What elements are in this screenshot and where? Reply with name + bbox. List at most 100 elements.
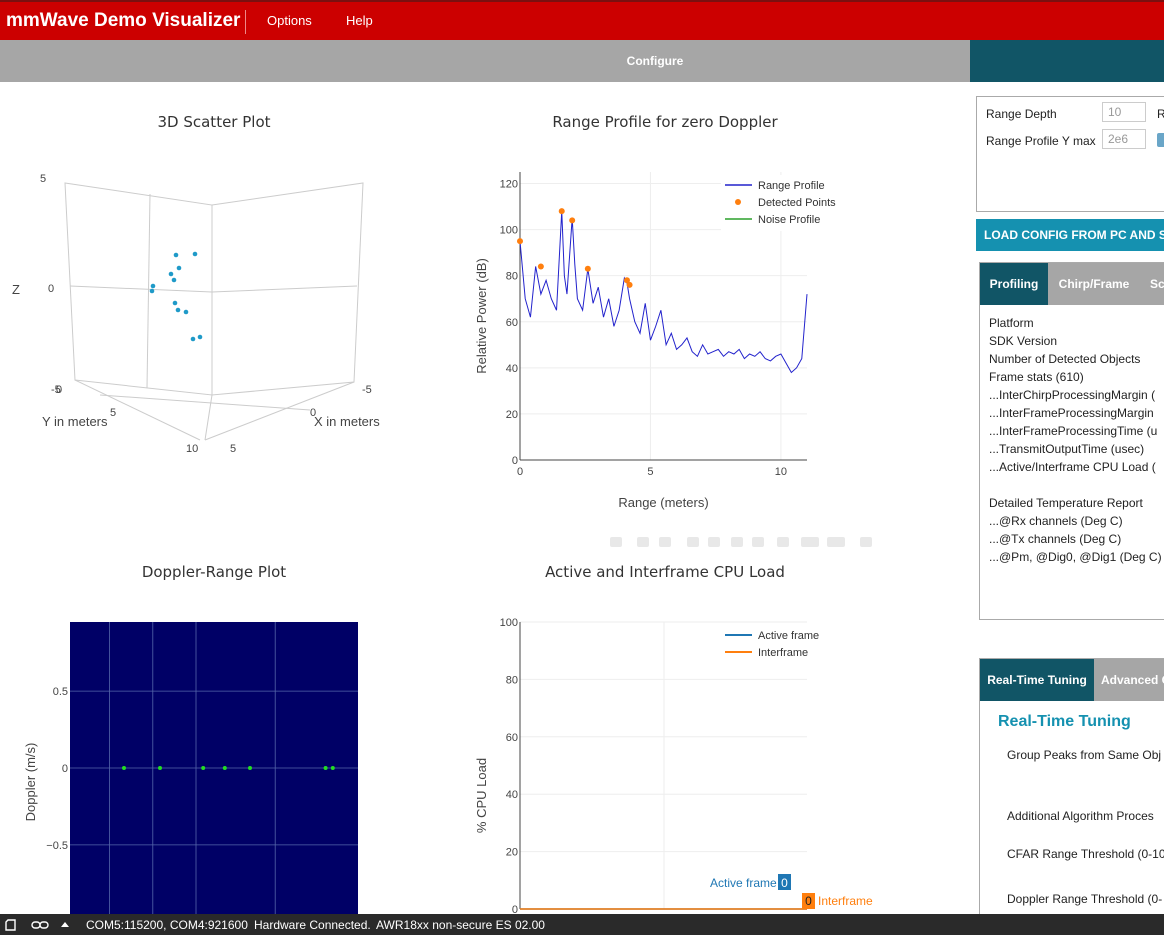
scatter-point [172, 300, 178, 306]
range-ymax-label: Range Profile Y max [986, 134, 1096, 148]
legend-noise-label: Noise Profile [758, 214, 820, 226]
tab-configure[interactable]: Configure [626, 54, 684, 68]
y-tick-label: 40 [506, 789, 518, 801]
x-tick-label: 10 [775, 466, 787, 478]
plot-modebar [605, 534, 880, 552]
y-tick-label: 20 [506, 409, 518, 421]
profiling-list: Platform SDK Version Number of Detected … [989, 314, 1162, 566]
profiling-row: Frame stats (610) [989, 370, 1084, 384]
status-bar: COM5:115200, COM4:921600 Hardware Connec… [0, 914, 1164, 935]
status-device: AWR18xx non-secure ES 02.00 [376, 918, 545, 932]
camera-icon[interactable] [610, 537, 622, 547]
scatter-point [197, 334, 203, 340]
doppler-point [222, 766, 227, 770]
range-ymax-input[interactable]: 2e6 [1102, 129, 1146, 149]
scatter-y-tick-10: 10 [186, 443, 198, 455]
tuning-item-doppler-range[interactable]: Doppler Range Threshold (0- [1007, 892, 1163, 906]
detected-point [517, 238, 523, 245]
app-title: mmWave Demo Visualizer [6, 10, 241, 31]
legend-active-label: Active frame [758, 630, 819, 642]
scatter-3d-plot[interactable]: 5 0 Z -5 0 5 10 Y in meters 5 -5 0 X in … [0, 140, 420, 470]
y-tick-label: 0.5 [53, 686, 68, 698]
detected-point [584, 265, 591, 272]
menu-help[interactable]: Help [346, 13, 373, 28]
zoom-icon[interactable] [637, 537, 649, 547]
tab-real-time-tuning[interactable]: Real-Time Tuning [980, 659, 1094, 701]
tab-chirp-frame[interactable]: Chirp/Frame [1048, 263, 1140, 305]
detected-point [623, 277, 630, 284]
doppler-point [323, 766, 328, 770]
ymax-checkbox[interactable] [1157, 133, 1164, 147]
profiling-row: Platform [989, 316, 1034, 330]
home-icon[interactable] [752, 537, 764, 547]
hover-compare-icon[interactable] [827, 537, 845, 547]
profiling-row [989, 476, 1162, 494]
scatter-point [150, 283, 156, 289]
profiling-row: ...@Tx channels (Deg C) [989, 532, 1122, 546]
scatter-point [192, 251, 198, 257]
scatter-x-tick-0: 0 [310, 407, 316, 419]
scatter-z-label: Z [12, 282, 20, 297]
scatter-point [175, 307, 181, 313]
tab-advanced[interactable]: Advanced C [1094, 659, 1164, 701]
tuning-item-group-peaks[interactable]: Group Peaks from Same Obj [1007, 748, 1162, 762]
link-icon[interactable] [31, 920, 49, 930]
chevron-up-icon[interactable] [60, 921, 70, 928]
plotly-logo-icon[interactable] [860, 537, 872, 547]
scatter-point [173, 252, 179, 258]
zoom-in-icon[interactable] [687, 537, 699, 547]
y-tick-label: 0 [62, 763, 68, 775]
tuning-panel: Real-Time Tuning Advanced C Real-Time Tu… [979, 658, 1164, 928]
tuning-item-additional[interactable]: Additional Algorithm Proces [1007, 809, 1154, 823]
active-hover-badge [778, 874, 791, 890]
y-tick-label: 100 [500, 617, 518, 629]
y-tick-label: 40 [506, 363, 518, 375]
profiling-row: ...TransmitOutputTime (usec) [989, 442, 1145, 456]
tab-scene[interactable]: Sc [1140, 263, 1164, 305]
tab-plots-active[interactable] [970, 40, 1164, 82]
tuning-item-cfar-range[interactable]: CFAR Range Threshold (0-10 [1007, 847, 1164, 861]
scatter-z-tick-0: 0 [48, 283, 54, 295]
zoom-out-icon[interactable] [708, 537, 720, 547]
load-config-button[interactable]: LOAD CONFIG FROM PC AND SEND [976, 219, 1164, 251]
tuning-heading: Real-Time Tuning [998, 713, 1131, 730]
legend-detected-label: Detected Points [758, 197, 836, 209]
range-x-label: Range (meters) [618, 495, 708, 510]
spike-icon[interactable] [777, 537, 789, 547]
y-tick-label: 0 [512, 904, 518, 916]
menu-options[interactable]: Options [267, 13, 312, 28]
scatter-point [168, 271, 174, 277]
range-depth-input[interactable]: 10 [1102, 102, 1146, 122]
pan-icon[interactable] [659, 537, 671, 547]
profiling-row: ...@Pm, @Dig0, @Dig1 (Deg C) [989, 550, 1162, 564]
scatter-point [183, 309, 189, 315]
profiling-row: ...Active/Interframe CPU Load ( [989, 460, 1156, 474]
scatter-plot-title: 3D Scatter Plot [157, 113, 271, 131]
top-menu-bar: mmWave Demo Visualizer Options Help [0, 0, 1164, 40]
doppler-point [248, 766, 252, 770]
scatter-point [190, 336, 196, 342]
range-y-label: Relative Power (dB) [474, 258, 489, 374]
cpu-y-label: % CPU Load [474, 758, 489, 833]
y-tick-label: 60 [506, 317, 518, 329]
range-depth-label: Range Depth [986, 107, 1057, 121]
doppler-point [201, 766, 206, 770]
active-hover-value: 0 [781, 876, 788, 890]
y-tick-label: 20 [506, 847, 518, 859]
doppler-point [122, 766, 126, 770]
doppler-range-plot[interactable]: 0.5 0 −0.5 Doppler (m/s) [20, 610, 370, 914]
tab-profiling[interactable]: Profiling [980, 263, 1048, 305]
scatter-y-tick-a: -5 [51, 384, 61, 396]
doppler-point [330, 766, 335, 770]
hover-closest-icon[interactable] [801, 537, 819, 547]
inter-hover-badge [802, 893, 815, 909]
y-tick-label: 80 [506, 674, 518, 686]
cpu-load-plot[interactable]: 0 20 40 60 80 100 % CPU Load Active frame Interf… [460, 610, 890, 916]
y-tick-label: 60 [506, 732, 518, 744]
document-icon[interactable] [5, 919, 17, 931]
scatter-y-tick-5: 5 [110, 407, 116, 419]
main-tab-bar: Configure [0, 40, 970, 82]
autoscale-icon[interactable] [731, 537, 743, 547]
